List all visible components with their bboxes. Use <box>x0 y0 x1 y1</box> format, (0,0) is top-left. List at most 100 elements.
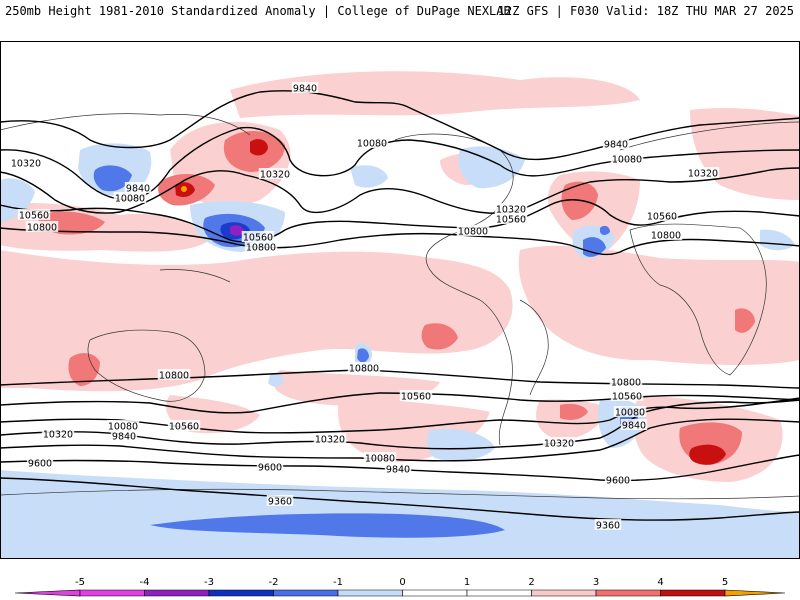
contour-label: 10080 <box>615 408 645 419</box>
map-title: 250mb Height 1981-2010 Standardized Anom… <box>5 4 511 18</box>
contour-label: 10560 <box>169 422 199 433</box>
colorbar-segment <box>660 589 726 597</box>
contour-label-bg <box>613 406 647 417</box>
contour-label-bg <box>26 457 54 468</box>
contour-label-bg <box>266 495 294 506</box>
colorbar-tick-label: 4 <box>657 577 663 588</box>
contour-label-bg <box>602 138 630 149</box>
contour-label: 9360 <box>268 497 292 508</box>
colorbar-ticks: -5 -4 -3 -2 -1 0 1 2 3 4 5 <box>75 577 728 588</box>
colorbar-segment <box>595 589 661 597</box>
contour-label-bg <box>604 474 632 485</box>
contour-label-bg <box>41 428 75 439</box>
colorbar-segment <box>402 589 468 597</box>
contour-label: 9840 <box>112 432 136 443</box>
colorbar-tick-label: -2 <box>269 577 279 588</box>
colorbar-segments <box>14 589 786 597</box>
contour-label-bg <box>494 213 528 224</box>
colorbar-segment <box>79 589 145 597</box>
contour-label: 10800 <box>458 227 488 238</box>
contour-label: 10320 <box>544 439 574 450</box>
contour-label-bg <box>241 231 275 242</box>
contour-label-bg <box>244 241 278 252</box>
contour-label: 10320 <box>11 159 41 170</box>
contour-label: 10320 <box>260 170 290 181</box>
contour-labels: 9840100801032098401008010320105601080010… <box>9 82 720 532</box>
contour-label-bg <box>456 225 490 236</box>
contour-label-bg <box>610 390 644 401</box>
colorbar-segment <box>14 589 81 597</box>
anomaly-map: 9840100801032098401008010320105601080010… <box>0 41 800 559</box>
model-run-info: 12Z GFS | F030 Valid: 18Z THU MAR 27 202… <box>497 4 794 18</box>
contour-label-bg <box>113 192 147 203</box>
contour-label: 10800 <box>27 223 57 234</box>
contour-label: 10560 <box>496 215 526 226</box>
colorbar-tick-label: 1 <box>464 577 470 588</box>
contour-label: 10320 <box>315 435 345 446</box>
contour-label-bg <box>399 390 433 401</box>
contour-label-bg <box>347 362 381 373</box>
colorbar-tick-label: -1 <box>333 577 343 588</box>
contour-label: 10800 <box>651 231 681 242</box>
contour-label-bg <box>620 419 648 430</box>
contour-label: 10560 <box>647 212 677 223</box>
contour-label-bg <box>110 430 138 441</box>
contour-label-bg <box>686 167 720 178</box>
colorbar-tick-label: 0 <box>399 577 405 588</box>
colorbar-tick-label: -3 <box>204 577 214 588</box>
colorbar-segment <box>466 589 532 597</box>
colorbar: -5 -4 -3 -2 -1 0 1 2 3 4 5 <box>14 577 786 597</box>
contour-label-bg <box>106 420 140 431</box>
extreme-negative-anomaly <box>230 225 244 236</box>
contour-label: 9600 <box>28 459 52 470</box>
contour-label: 9840 <box>622 421 646 432</box>
colorbar-segment <box>208 589 274 597</box>
contour-label: 10800 <box>159 371 189 382</box>
colorbar-tick-label: -5 <box>75 577 85 588</box>
contour-label-bg <box>313 433 347 444</box>
contour-label-bg <box>494 203 528 214</box>
contour-label: 10080 <box>108 422 138 433</box>
contour-label: 10080 <box>115 194 145 205</box>
contour-label: 10560 <box>401 392 431 403</box>
contour-label: 10320 <box>688 169 718 180</box>
contour-label: 9840 <box>604 140 628 151</box>
moderate-positive-anomaly <box>38 130 755 465</box>
extreme-positive-anomaly <box>181 186 187 192</box>
contour-label-bg <box>157 369 191 380</box>
colorbar-segment <box>531 589 597 597</box>
contour-label: 10800 <box>349 364 379 375</box>
contour-label-bg <box>167 420 201 431</box>
contour-label: 10560 <box>19 211 49 222</box>
colorbar-tick-label: 2 <box>528 577 534 588</box>
contour-label-bg <box>25 221 59 232</box>
contour-label: 10080 <box>365 454 395 465</box>
contour-label: 10320 <box>43 430 73 441</box>
contour-label: 10560 <box>612 392 642 403</box>
colorbar-tick-label: 5 <box>722 577 728 588</box>
contour-label-bg <box>363 452 397 463</box>
contour-label-bg <box>610 153 644 164</box>
contour-label: 10560 <box>243 233 273 244</box>
contour-label-bg <box>9 157 43 168</box>
colorbar-tick-label: 3 <box>593 577 599 588</box>
contour-label-bg <box>355 137 389 148</box>
contour-label: 9360 <box>596 521 620 532</box>
colorbar-segment <box>724 589 786 597</box>
contour-label: 10800 <box>611 378 641 389</box>
contour-label-bg <box>124 182 152 193</box>
contour-label: 10080 <box>357 139 387 150</box>
contour-label: 10800 <box>246 243 276 254</box>
contour-label: 9600 <box>606 476 630 487</box>
contour-label: 9840 <box>386 465 410 476</box>
contour-label-bg <box>258 168 292 179</box>
contour-label-bg <box>384 463 412 474</box>
colorbar-segment <box>273 589 339 597</box>
contour-label-bg <box>594 519 622 530</box>
contour-label-bg <box>649 229 683 240</box>
colorbar-tick-label: -4 <box>140 577 150 588</box>
contour-label: 10080 <box>612 155 642 166</box>
colorbar-segment <box>144 589 210 597</box>
contour-label-bg <box>291 82 319 93</box>
contour-label: 9840 <box>293 84 317 95</box>
